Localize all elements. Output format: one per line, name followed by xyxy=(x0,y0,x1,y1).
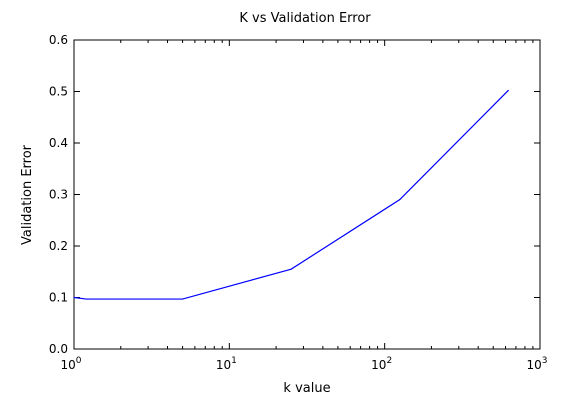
chart-title: K vs Validation Error xyxy=(239,11,371,26)
plot-area: 100 101 102 103 0.00.10.20.30.40.50.6 xyxy=(49,33,548,372)
plot-frame xyxy=(73,39,541,350)
x-tick-label: 103 xyxy=(526,356,547,372)
y-tick-label: 0.4 xyxy=(49,136,68,150)
data-point xyxy=(181,298,184,300)
data-point xyxy=(290,268,292,270)
data-point xyxy=(399,199,401,201)
x-tick-base: 10 xyxy=(526,358,541,372)
x-tick-label: 101 xyxy=(216,356,237,372)
y-tick-label: 0.0 xyxy=(49,342,68,356)
x-axis-label: k value xyxy=(283,381,330,396)
y-axis-ticks: 0.0 0.1 0.2 0.3 0.4 0.5 0.6 xyxy=(49,33,540,356)
x-tick-exponent: 2 xyxy=(386,356,392,366)
y-axis-label: Validation Error xyxy=(20,144,35,245)
series-line xyxy=(73,90,509,300)
x-tick-exponent: 0 xyxy=(76,356,82,366)
x-tick-base: 10 xyxy=(60,358,75,372)
y-tick-label: 0.5 xyxy=(49,85,68,99)
y-tick-label: 0.3 xyxy=(49,188,68,202)
data-point xyxy=(85,298,87,300)
x-axis-ticks: 100 101 102 103 xyxy=(60,40,548,372)
x-tick-label: 100 xyxy=(60,356,81,372)
data-point xyxy=(73,296,75,299)
x-tick-base: 10 xyxy=(371,358,386,372)
data-point xyxy=(507,89,509,92)
series-layer xyxy=(73,89,509,300)
y-tick-label: 0.6 xyxy=(49,33,68,47)
y-tick-label: 0.1 xyxy=(49,291,68,305)
x-tick-base: 10 xyxy=(216,358,231,372)
x-tick-label: 102 xyxy=(371,356,392,372)
x-tick-exponent: 3 xyxy=(542,356,548,366)
x-tick-exponent: 1 xyxy=(231,356,237,366)
y-tick-label: 0.2 xyxy=(49,239,68,253)
